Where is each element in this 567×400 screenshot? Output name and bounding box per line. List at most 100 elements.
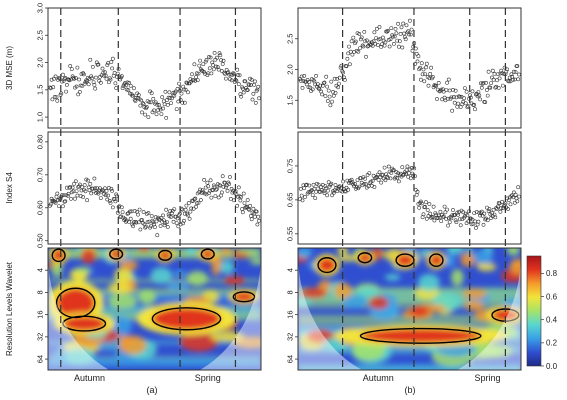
- significance-contour: [200, 248, 215, 260]
- data-point: [78, 182, 82, 187]
- data-point: [430, 215, 435, 220]
- data-point: [370, 178, 375, 183]
- data-point: [74, 189, 79, 194]
- data-point: [198, 58, 203, 63]
- data-point: [428, 72, 433, 76]
- y-tick-label: 8: [36, 290, 45, 294]
- colorbar-gradient: [526, 255, 542, 367]
- data-point: [89, 191, 94, 196]
- data-point: [190, 72, 194, 77]
- data-point: [191, 206, 196, 211]
- heatmap-blob: [478, 344, 513, 359]
- data-point: [163, 89, 168, 94]
- data-point: [395, 38, 400, 43]
- data-point: [442, 204, 447, 209]
- data-point: [323, 94, 328, 98]
- heatmap-blob: [75, 248, 82, 251]
- data-point: [235, 203, 240, 208]
- data-point: [155, 102, 160, 107]
- data-point: [362, 29, 367, 34]
- data-point: [257, 218, 261, 223]
- data-point: [399, 25, 404, 30]
- data-point: [467, 209, 472, 214]
- data-point: [485, 93, 490, 98]
- data-point: [310, 87, 315, 92]
- data-point: [250, 97, 255, 102]
- y-tick-label: 0.55: [286, 227, 295, 242]
- data-point: [499, 206, 504, 211]
- data-point: [298, 186, 303, 191]
- data-point: [513, 70, 518, 75]
- heatmap-blob: [477, 262, 497, 272]
- data-point: [310, 193, 315, 198]
- heatmap-band: [298, 296, 521, 305]
- data-point: [379, 45, 384, 49]
- data-point: [194, 75, 199, 79]
- data-point: [98, 80, 103, 85]
- data-point: [73, 196, 77, 201]
- data-point: [393, 26, 398, 31]
- data-point: [134, 95, 139, 100]
- data-point: [383, 40, 388, 45]
- heatmap-peak: [492, 309, 519, 322]
- heatmap-blob: [138, 248, 151, 252]
- data-point: [205, 180, 210, 185]
- data-point: [417, 205, 422, 210]
- data-point: [364, 54, 368, 59]
- data-point: [483, 100, 488, 105]
- data-point: [206, 184, 211, 189]
- data-point: [138, 227, 143, 232]
- y-tick-label: 8: [286, 290, 295, 294]
- data-point: [193, 78, 198, 83]
- data-point: [482, 211, 487, 216]
- data-point: [406, 29, 411, 34]
- data-point: [402, 31, 406, 36]
- data-point: [252, 82, 257, 87]
- data-point: [183, 87, 188, 92]
- data-point: [330, 99, 335, 104]
- data-point: [192, 197, 197, 202]
- data-point: [450, 108, 455, 113]
- data-point: [237, 73, 242, 78]
- data-point: [107, 185, 111, 190]
- heatmap-band: [298, 365, 521, 370]
- data-point: [516, 185, 521, 190]
- data-point: [408, 176, 413, 181]
- heatmap-peak: [152, 307, 221, 330]
- significance-contour: [232, 291, 256, 303]
- heatmap-blob: [186, 270, 209, 286]
- heatmap-band: [298, 287, 521, 296]
- data-point: [407, 32, 412, 37]
- data-point: [241, 90, 246, 95]
- data-point: [513, 192, 518, 197]
- data-point: [143, 112, 148, 117]
- data-point: [154, 112, 159, 117]
- y-tick-label: 2.0: [286, 64, 295, 74]
- data-point: [131, 93, 136, 98]
- heatmap-blob: [64, 348, 95, 365]
- heatmap-peak: [318, 257, 336, 273]
- data-point: [165, 103, 170, 107]
- heatmap-blob: [368, 296, 389, 310]
- data-point: [452, 100, 457, 105]
- data-point: [160, 95, 165, 100]
- data-point: [158, 224, 163, 228]
- data-point: [423, 204, 428, 209]
- data-point: [74, 84, 79, 89]
- data-point: [440, 215, 445, 220]
- data-point: [331, 90, 335, 94]
- cone-of-influence: [298, 248, 521, 370]
- data-point: [138, 103, 143, 108]
- data-point: [86, 82, 91, 87]
- data-point: [151, 96, 156, 101]
- data-point: [320, 92, 324, 97]
- significance-contour: [151, 307, 222, 331]
- heatmap-blob: [384, 274, 401, 281]
- data-point: [386, 38, 391, 42]
- data-point: [337, 75, 342, 80]
- data-point: [98, 196, 103, 201]
- data-point: [438, 209, 443, 214]
- data-point: [226, 70, 231, 75]
- data-point: [249, 77, 254, 82]
